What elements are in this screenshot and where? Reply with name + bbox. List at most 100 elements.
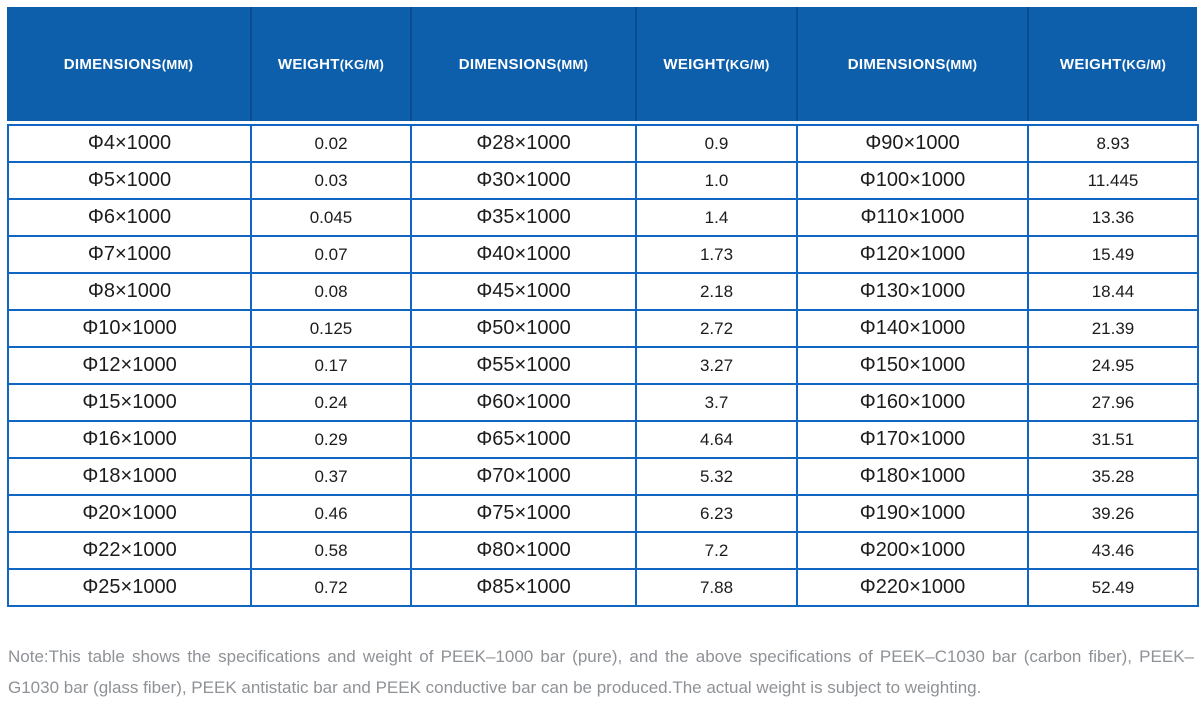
weight-cell: 0.03 xyxy=(250,161,412,200)
weight-cell: 13.36 xyxy=(1027,198,1199,237)
weight-cell: 21.39 xyxy=(1027,309,1199,348)
weight-cell: 24.95 xyxy=(1027,346,1199,385)
dimension-cell: Φ5×1000 xyxy=(7,161,252,200)
header-unit: (MM) xyxy=(556,56,589,72)
dimension-cell: Φ130×1000 xyxy=(796,272,1029,311)
weight-cell: 7.2 xyxy=(635,531,798,570)
header-label: DIMENSIONS xyxy=(63,55,162,73)
weight-cell: 43.46 xyxy=(1027,531,1199,570)
dimension-cell: Φ190×1000 xyxy=(796,494,1029,533)
dimension-cell: Φ20×1000 xyxy=(7,494,252,533)
weight-cell: 0.24 xyxy=(250,383,412,422)
dimension-cell: Φ45×1000 xyxy=(410,272,637,311)
dimension-cell: Φ16×1000 xyxy=(7,420,252,459)
weight-cell: 5.32 xyxy=(635,457,798,496)
weight-cell: 35.28 xyxy=(1027,457,1199,496)
dimensions-column-header: DIMENSIONS (MM) xyxy=(796,7,1027,121)
dimension-cell: Φ12×1000 xyxy=(7,346,252,385)
dimension-cell: Φ7×1000 xyxy=(7,235,252,274)
dimension-cell: Φ100×1000 xyxy=(796,161,1029,200)
weight-cell: 39.26 xyxy=(1027,494,1199,533)
table-row: Φ15×1000 0.24 Φ60×1000 3.7 Φ160×1000 27.96 xyxy=(7,383,1199,422)
weight-cell: 3.7 xyxy=(635,383,798,422)
weight-cell: 0.045 xyxy=(250,198,412,237)
header-unit: (MM) xyxy=(161,56,194,72)
dimension-cell: Φ110×1000 xyxy=(796,198,1029,237)
weight-cell: 15.49 xyxy=(1027,235,1199,274)
dimension-cell: Φ200×1000 xyxy=(796,531,1029,570)
table-row: Φ25×1000 0.72 Φ85×1000 7.88 Φ220×1000 52.49 xyxy=(7,568,1199,607)
weight-cell: 1.4 xyxy=(635,198,798,237)
dimension-cell: Φ65×1000 xyxy=(410,420,637,459)
dimension-cell: Φ120×1000 xyxy=(796,235,1029,274)
dimension-cell: Φ55×1000 xyxy=(410,346,637,385)
weight-cell: 8.93 xyxy=(1027,124,1199,163)
weight-cell: 31.51 xyxy=(1027,420,1199,459)
header-label: WEIGHT xyxy=(277,55,340,73)
dimension-cell: Φ10×1000 xyxy=(7,309,252,348)
weight-cell: 27.96 xyxy=(1027,383,1199,422)
dimension-cell: Φ80×1000 xyxy=(410,531,637,570)
weight-column-header: WEIGHT (KG/M) xyxy=(635,7,796,121)
weight-cell: 0.08 xyxy=(250,272,412,311)
weight-cell: 0.46 xyxy=(250,494,412,533)
dimension-cell: Φ75×1000 xyxy=(410,494,637,533)
dimensions-column-header: DIMENSIONS (MM) xyxy=(410,7,635,121)
dimension-cell: Φ40×1000 xyxy=(410,235,637,274)
dimension-cell: Φ150×1000 xyxy=(796,346,1029,385)
weight-cell: 0.125 xyxy=(250,309,412,348)
weight-cell: 0.29 xyxy=(250,420,412,459)
weight-cell: 7.88 xyxy=(635,568,798,607)
dimension-cell: Φ85×1000 xyxy=(410,568,637,607)
weight-cell: 3.27 xyxy=(635,346,798,385)
weight-cell: 0.07 xyxy=(250,235,412,274)
dimension-cell: Φ50×1000 xyxy=(410,309,637,348)
weight-cell: 18.44 xyxy=(1027,272,1199,311)
header-unit: (KG/M) xyxy=(339,56,385,72)
table-row: Φ8×1000 0.08 Φ45×1000 2.18 Φ130×1000 18.44 xyxy=(7,272,1199,311)
weight-cell: 52.49 xyxy=(1027,568,1199,607)
dimension-cell: Φ22×1000 xyxy=(7,531,252,570)
dimension-cell: Φ30×1000 xyxy=(410,161,637,200)
weight-cell: 1.0 xyxy=(635,161,798,200)
spec-table-body: Φ4×1000 0.02 Φ28×1000 0.9 Φ90×1000 8.93 Φ5×100… xyxy=(7,124,1199,607)
weight-column-header: WEIGHT (KG/M) xyxy=(250,7,410,121)
note-text: Note:This table shows the specifications… xyxy=(8,647,1194,697)
dimension-cell: Φ35×1000 xyxy=(410,198,637,237)
table-row: Φ22×1000 0.58 Φ80×1000 7.2 Φ200×1000 43.46 xyxy=(7,531,1199,570)
weight-cell: 0.58 xyxy=(250,531,412,570)
dimensions-column-header: DIMENSIONS (MM) xyxy=(7,7,250,121)
table-row: Φ5×1000 0.03 Φ30×1000 1.0 Φ100×1000 11.445 xyxy=(7,161,1199,200)
dimension-cell: Φ8×1000 xyxy=(7,272,252,311)
dimension-cell: Φ90×1000 xyxy=(796,124,1029,163)
spec-table: Φ4×1000 0.02 Φ28×1000 0.9 Φ90×1000 8.93 Φ5×100… xyxy=(7,124,1199,607)
header-unit: (KG/M) xyxy=(725,56,770,72)
header-unit: (KG/M) xyxy=(1121,56,1167,72)
weight-cell: 0.9 xyxy=(635,124,798,163)
weight-cell: 2.18 xyxy=(635,272,798,311)
weight-cell: 4.64 xyxy=(635,420,798,459)
table-row: Φ16×1000 0.29 Φ65×1000 4.64 Φ170×1000 31.51 xyxy=(7,420,1199,459)
header-label: DIMENSIONS xyxy=(847,55,946,73)
weight-cell: 0.02 xyxy=(250,124,412,163)
weight-cell: 0.17 xyxy=(250,346,412,385)
table-header-band: DIMENSIONS (MM) WEIGHT (KG/M) DIMENSIONS (MM)… xyxy=(7,7,1197,121)
dimension-cell: Φ220×1000 xyxy=(796,568,1029,607)
header-unit: (MM) xyxy=(945,56,978,72)
dimension-cell: Φ180×1000 xyxy=(796,457,1029,496)
dimension-cell: Φ18×1000 xyxy=(7,457,252,496)
dimension-cell: Φ4×1000 xyxy=(7,124,252,163)
dimension-cell: Φ60×1000 xyxy=(410,383,637,422)
table-row: Φ18×1000 0.37 Φ70×1000 5.32 Φ180×1000 35.28 xyxy=(7,457,1199,496)
table-row: Φ6×1000 0.045 Φ35×1000 1.4 Φ110×1000 13.36 xyxy=(7,198,1199,237)
dimension-cell: Φ6×1000 xyxy=(7,198,252,237)
table-row: Φ7×1000 0.07 Φ40×1000 1.73 Φ120×1000 15.49 xyxy=(7,235,1199,274)
header-label: DIMENSIONS xyxy=(458,55,557,73)
dimension-cell: Φ25×1000 xyxy=(7,568,252,607)
weight-cell: 2.72 xyxy=(635,309,798,348)
weight-cell: 0.37 xyxy=(250,457,412,496)
header-label: WEIGHT xyxy=(663,55,726,73)
dimension-cell: Φ15×1000 xyxy=(7,383,252,422)
weight-column-header: WEIGHT (KG/M) xyxy=(1027,7,1197,121)
